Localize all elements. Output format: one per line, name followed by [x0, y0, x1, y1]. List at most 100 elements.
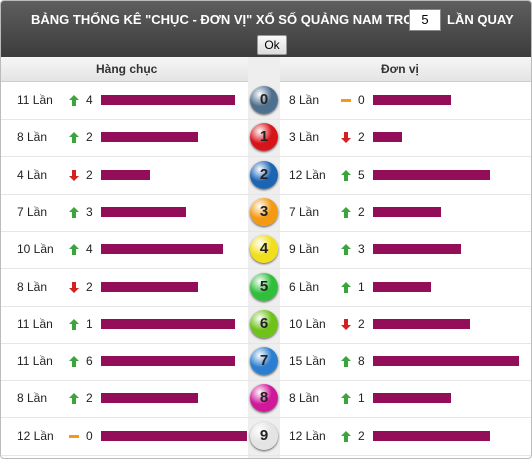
- trend-icon: [69, 393, 79, 405]
- stat-row: 11 Lần 1 10 Lần 2 6: [1, 306, 531, 344]
- count-label: 8 Lần: [17, 279, 48, 294]
- trend-icon: [69, 169, 79, 181]
- bar: [373, 393, 451, 404]
- count-label: 8 Lần: [17, 130, 48, 145]
- delta: 0: [358, 93, 365, 107]
- delta: 1: [358, 279, 365, 294]
- digit-ball: 8: [250, 384, 278, 413]
- count-label: 12 Lần: [289, 428, 326, 443]
- delta: 2: [358, 204, 365, 219]
- trend-icon: [69, 132, 79, 144]
- delta: 2: [86, 130, 93, 145]
- trend-icon: [341, 206, 351, 218]
- delta: 1: [86, 316, 93, 331]
- count-label: 8 Lần: [289, 391, 320, 406]
- bar: [101, 356, 235, 367]
- stat-row: 11 Lần 4 8 Lần 0 0: [1, 82, 531, 120]
- digit-ball: 7: [250, 347, 278, 376]
- trend-icon: [69, 356, 79, 368]
- bar: [373, 430, 490, 441]
- stat-row: 7 Lần 3 7 Lần 2 3: [1, 194, 531, 232]
- trend-icon: [341, 393, 351, 405]
- bar: [373, 281, 432, 292]
- digit-ball: 5: [250, 272, 278, 301]
- count-label: 12 Lần: [17, 428, 54, 443]
- delta: 3: [358, 242, 365, 257]
- col-tens: Hàng chục: [96, 62, 158, 76]
- count-label: 10 Lần: [289, 316, 326, 331]
- count-label: 10 Lần: [17, 242, 54, 257]
- bar: [373, 206, 442, 217]
- count-label: 11 Lần: [17, 93, 53, 107]
- trend-icon: [69, 318, 79, 330]
- delta: 8: [358, 354, 365, 369]
- stat-row: 4 Lần 2 12 Lần 5 2: [1, 157, 531, 195]
- trend-icon: [69, 95, 79, 106]
- count-label: 15 Lần: [289, 354, 326, 369]
- bar: [373, 95, 451, 105]
- count-label: 3 Lần: [289, 130, 320, 145]
- count-label: 6 Lần: [289, 279, 320, 294]
- col-units: Đơn vị: [381, 62, 419, 76]
- delta: 2: [86, 279, 93, 294]
- count-label: 8 Lần: [17, 391, 48, 406]
- count-label: 11 Lần: [17, 354, 53, 369]
- digit-ball: 3: [250, 197, 278, 226]
- count-label: 12 Lần: [289, 167, 326, 182]
- trend-icon: [341, 356, 351, 368]
- stat-row: 8 Lần 2 3 Lần 2 1: [1, 119, 531, 158]
- bar: [373, 169, 490, 180]
- trend-icon: [69, 206, 79, 218]
- digit-ball: 6: [250, 309, 278, 338]
- digit-ball: 1: [250, 123, 278, 152]
- bar: [373, 318, 471, 329]
- trend-icon: [341, 318, 351, 330]
- title: BẢNG THỐNG KÊ "CHỤC - ĐƠN VỊ" XỔ SỐ QUẢN…: [31, 12, 433, 27]
- trend-icon: [69, 244, 79, 256]
- count-label: 11 Lần: [17, 316, 53, 331]
- delta: 2: [86, 167, 93, 182]
- bar: [101, 132, 199, 143]
- delta: 3: [86, 204, 93, 219]
- count-input[interactable]: 5: [409, 9, 441, 31]
- count-label: 4 Lần: [17, 167, 48, 182]
- count-label: 9 Lần: [289, 242, 320, 257]
- stat-row: 8 Lần 2 6 Lần 1 5: [1, 269, 531, 307]
- delta: 5: [358, 167, 365, 182]
- delta: 4: [86, 93, 93, 107]
- bar: [373, 356, 519, 367]
- trend-icon: [341, 430, 351, 442]
- count-label: 8 Lần: [289, 93, 320, 107]
- digit-ball: 2: [250, 160, 278, 189]
- trend-icon: [341, 244, 351, 256]
- bar: [101, 206, 187, 217]
- delta: 2: [86, 391, 93, 406]
- bar: [101, 318, 235, 329]
- count-label: 7 Lần: [289, 204, 320, 219]
- bar: [101, 169, 150, 180]
- stat-row: 10 Lần 4 9 Lần 3 4: [1, 231, 531, 270]
- bar: [373, 132, 403, 143]
- bar: [373, 244, 461, 255]
- trend-icon: [341, 281, 351, 293]
- bar: [101, 393, 199, 404]
- count-label: 7 Lần: [17, 204, 48, 219]
- stat-row: 12 Lần 0 12 Lần 2 9: [1, 418, 531, 456]
- stat-row: 8 Lần 2 8 Lần 1 8: [1, 380, 531, 419]
- stat-row: 11 Lần 6 15 Lần 8 7: [1, 343, 531, 382]
- ok-button[interactable]: Ok: [257, 35, 287, 55]
- delta: 2: [358, 428, 365, 443]
- digit-ball: 9: [250, 421, 278, 450]
- delta: 4: [86, 242, 93, 257]
- delta: 2: [358, 130, 365, 145]
- trend-icon: [341, 132, 351, 144]
- bar: [101, 95, 235, 105]
- bar: [101, 244, 223, 255]
- bar: [101, 281, 199, 292]
- delta: 1: [358, 391, 365, 406]
- delta: 6: [86, 354, 93, 369]
- bar: [101, 430, 247, 441]
- trend-icon: [69, 281, 79, 293]
- trend-icon: [69, 431, 79, 442]
